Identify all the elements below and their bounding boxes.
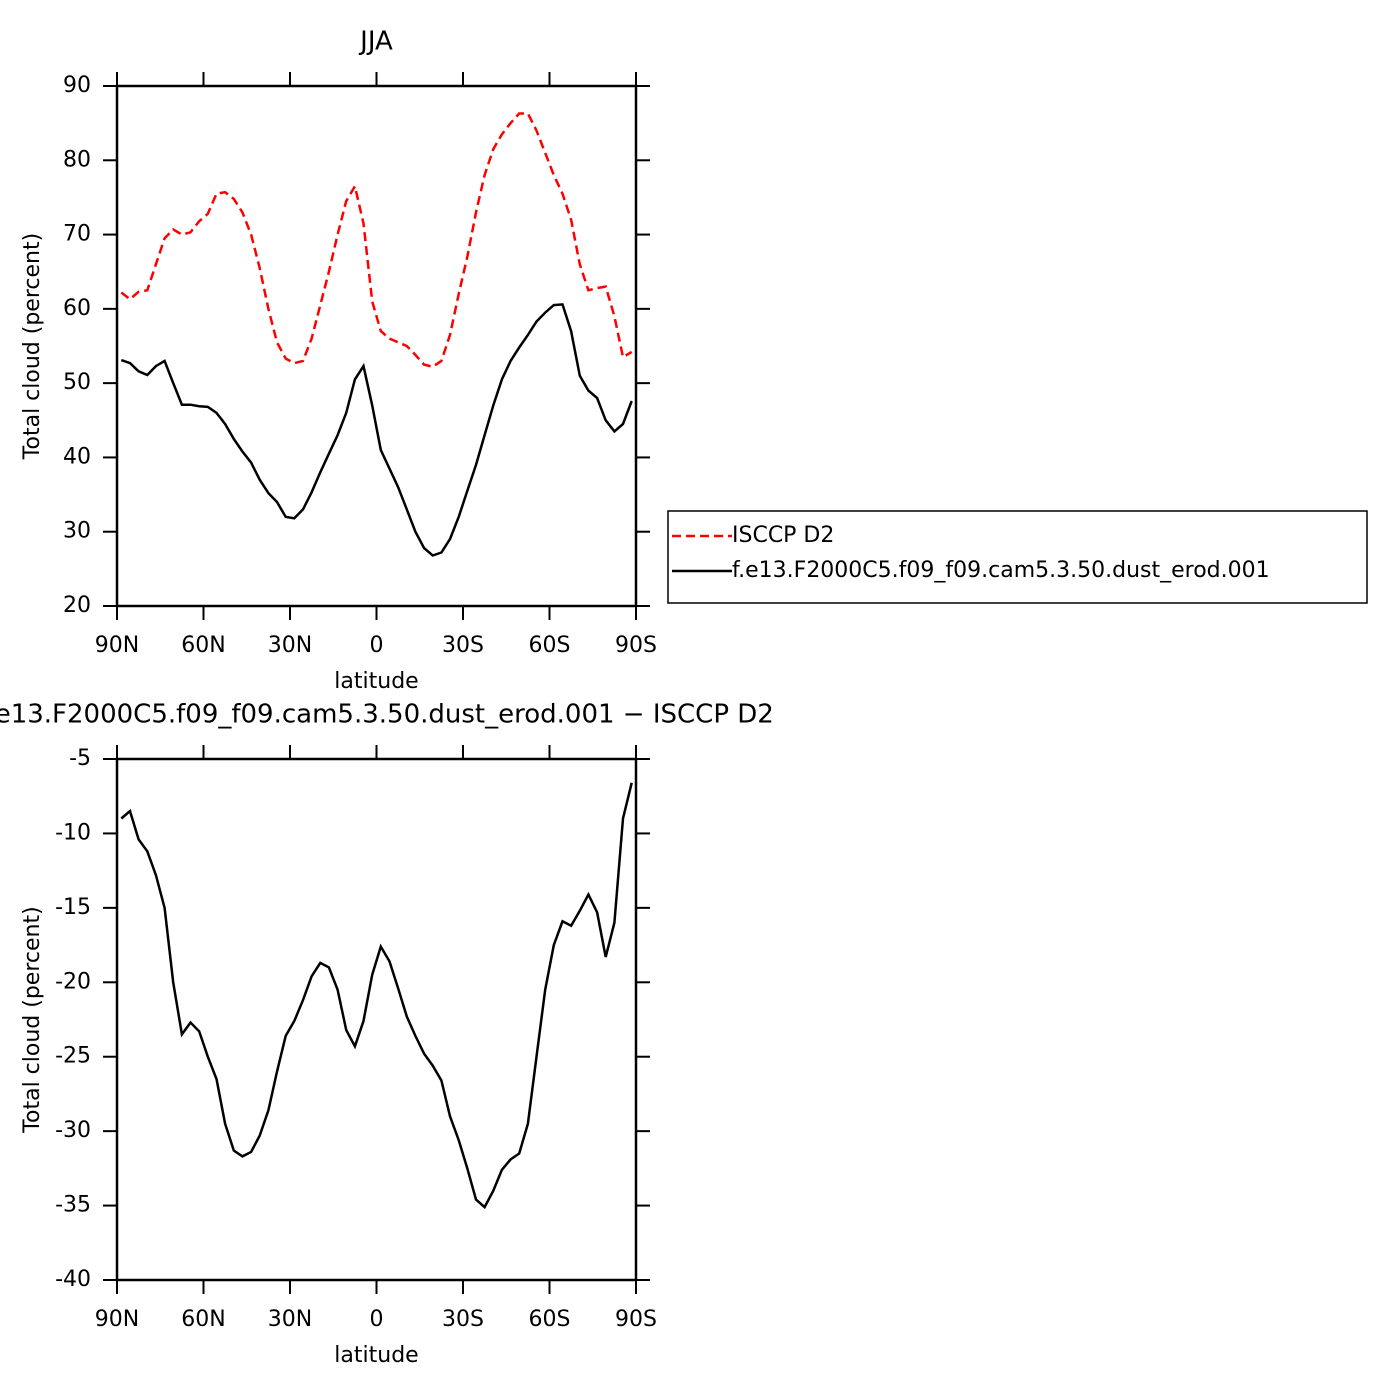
y-tick-label: 50 <box>63 370 91 395</box>
data-line <box>120 303 633 557</box>
chart-title: f.e13.F2000C5.f09_f09.cam5.3.50.dust_ero… <box>0 700 774 730</box>
y-axis-label: Total cloud (percent) <box>20 233 45 460</box>
y-tick-label: -40 <box>55 1267 91 1292</box>
x-tick-label: 30N <box>268 1307 312 1332</box>
y-tick-label: 40 <box>63 444 91 469</box>
x-tick-label: 60N <box>181 633 225 658</box>
y-tick-label: 70 <box>63 222 91 247</box>
y-axis-label: Total cloud (percent) <box>20 906 45 1133</box>
x-tick-label: 90S <box>615 633 657 658</box>
y-tick-label: -25 <box>55 1044 91 1069</box>
x-axis-label: latitude <box>334 1343 418 1368</box>
data-line <box>120 782 633 1210</box>
y-tick-label: -35 <box>55 1193 91 1218</box>
data-line <box>120 112 633 369</box>
plot-frame <box>115 84 638 608</box>
x-tick-label: 60N <box>181 1307 225 1332</box>
chart-title: JJA <box>358 27 393 57</box>
legend-box <box>667 510 1368 604</box>
x-tick-label: 60S <box>529 1307 571 1332</box>
y-tick-label: 60 <box>63 296 91 321</box>
y-tick-label: -10 <box>55 820 91 845</box>
y-tick-label: -15 <box>55 895 91 920</box>
x-tick-label: 90S <box>615 1307 657 1332</box>
y-tick-label: 90 <box>63 73 91 98</box>
y-tick-label: -5 <box>69 746 91 771</box>
x-tick-label: 60S <box>529 633 571 658</box>
x-axis-label: latitude <box>334 669 418 694</box>
y-tick-label: 30 <box>63 519 91 544</box>
x-tick-label: 0 <box>370 633 384 658</box>
plot-frame <box>115 757 638 1282</box>
x-tick-label: 30N <box>268 633 312 658</box>
x-tick-label: 90N <box>95 633 139 658</box>
y-tick-label: 80 <box>63 147 91 172</box>
y-tick-label: 20 <box>63 593 91 618</box>
legend-label: ISCCP D2 <box>732 523 834 548</box>
x-tick-label: 90N <box>95 1307 139 1332</box>
x-tick-label: 30S <box>442 633 484 658</box>
y-tick-label: -30 <box>55 1118 91 1143</box>
y-tick-label: -20 <box>55 969 91 994</box>
x-tick-label: 0 <box>370 1307 384 1332</box>
legend-label: f.e13.F2000C5.f09_f09.cam5.3.50.dust_ero… <box>732 558 1270 583</box>
x-tick-label: 30S <box>442 1307 484 1332</box>
